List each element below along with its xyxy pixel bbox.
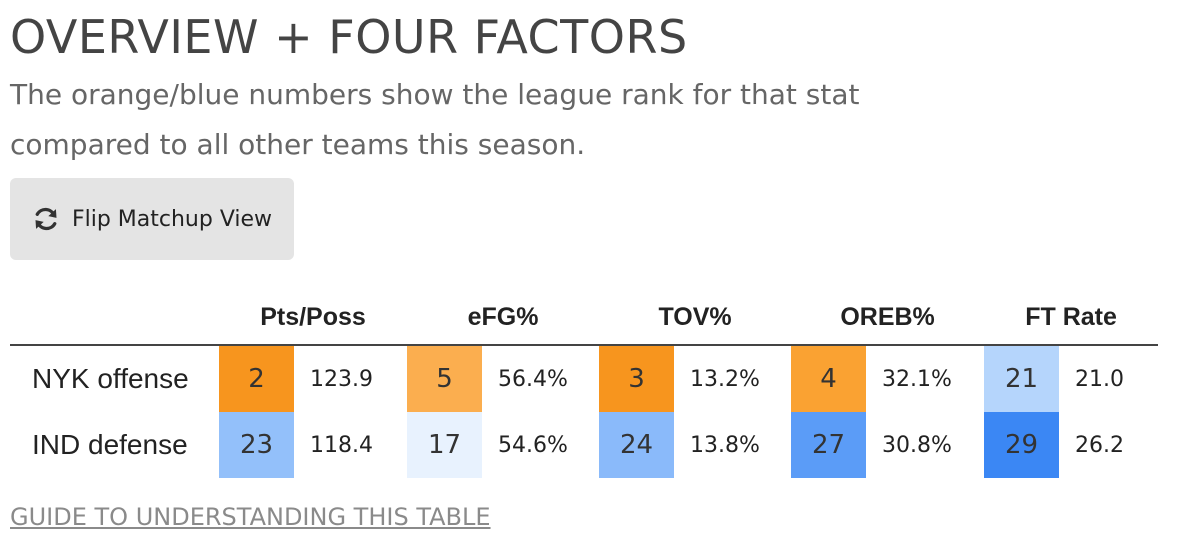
team-name: NYK offense xyxy=(32,363,189,394)
rank-badge: 29 xyxy=(984,412,1060,478)
column-header-tov: TOV% xyxy=(599,290,792,346)
four-factors-table: Pts/Poss eFG% TOV% OREB% FT Rate NYK off… xyxy=(10,290,1159,478)
stat-value: 118.4 xyxy=(310,432,373,458)
refresh-icon xyxy=(32,205,60,233)
rank-badge: 2 xyxy=(219,345,294,412)
stat-value: 26.2 xyxy=(1075,432,1125,458)
rank-badge: 21 xyxy=(984,345,1060,412)
stat-value: 123.9 xyxy=(310,366,373,392)
table-row: NYK offense 2 123.9 5 56.4% 3 13.2% 4 32… xyxy=(10,345,1158,412)
rank-badge: 5 xyxy=(407,345,483,412)
column-header-oreb: OREB% xyxy=(791,290,985,346)
team-column-header xyxy=(10,290,219,346)
table-row: IND defense 23 118.4 17 54.6% 24 13.8% 2… xyxy=(10,412,1158,478)
page-subtitle: The orange/blue numbers show the league … xyxy=(10,78,860,161)
rank-badge: 27 xyxy=(791,412,867,478)
column-header-efg: eFG% xyxy=(407,290,600,346)
rank-badge: 4 xyxy=(791,345,867,412)
guide-link[interactable]: GUIDE TO UNDERSTANDING THIS TABLE xyxy=(10,503,491,531)
team-name: IND defense xyxy=(32,429,188,460)
stat-value: 21.0 xyxy=(1075,366,1125,392)
rank-badge: 17 xyxy=(407,412,483,478)
stat-value: 30.8% xyxy=(882,432,952,458)
table-header-row: Pts/Poss eFG% TOV% OREB% FT Rate xyxy=(10,290,1159,346)
stat-value: 56.4% xyxy=(498,366,568,392)
stat-value: 32.1% xyxy=(882,366,952,392)
rank-badge: 23 xyxy=(219,412,294,478)
stat-value: 54.6% xyxy=(498,432,568,458)
rank-badge: 24 xyxy=(599,412,675,478)
flip-matchup-label: Flip Matchup View xyxy=(71,206,273,232)
stat-value: 13.2% xyxy=(690,366,760,392)
flip-matchup-button[interactable]: Flip Matchup View xyxy=(10,178,294,260)
rank-badge: 3 xyxy=(599,345,675,412)
stat-value: 13.8% xyxy=(690,432,760,458)
column-header-ft-rate: FT Rate xyxy=(984,290,1159,346)
page-title: OVERVIEW + FOUR FACTORS xyxy=(10,10,688,64)
column-header-pts-poss: Pts/Poss xyxy=(219,290,408,346)
